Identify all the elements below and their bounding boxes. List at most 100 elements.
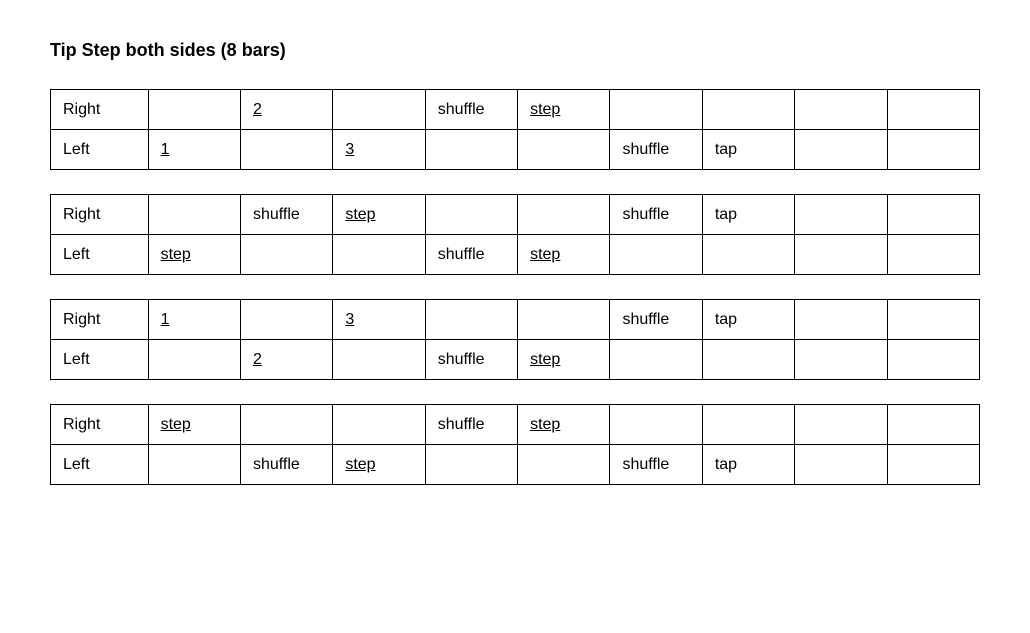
- table-row: Right step shuffle step: [51, 405, 980, 445]
- row-label: Left: [51, 130, 149, 170]
- step-cell: tap: [702, 195, 794, 235]
- row-label: Right: [51, 300, 149, 340]
- page-title: Tip Step both sides (8 bars): [50, 40, 980, 61]
- step-cell: [887, 300, 979, 340]
- step-cell: step: [148, 405, 240, 445]
- step-cell: [702, 90, 794, 130]
- step-cell: 2: [240, 340, 332, 380]
- dance-table: Right13shuffletapLeft2shufflestep: [50, 299, 980, 380]
- step-cell: [610, 340, 702, 380]
- step-cell: shuffle: [240, 445, 332, 485]
- step-cell: step: [518, 340, 610, 380]
- step-cell: [702, 405, 794, 445]
- step-cell: [425, 445, 517, 485]
- step-cell: shuffle: [240, 195, 332, 235]
- step-cell: 1: [148, 130, 240, 170]
- step-cell: [333, 340, 425, 380]
- step-cell: [887, 405, 979, 445]
- table-row: Leftstepshufflestep: [51, 235, 980, 275]
- row-label: Right: [51, 195, 149, 235]
- step-cell: [333, 90, 425, 130]
- step-cell: [425, 130, 517, 170]
- underlined-step: 3: [345, 311, 354, 328]
- step-cell: [518, 130, 610, 170]
- step-cell: shuffle: [425, 405, 517, 445]
- underlined-step: step: [530, 246, 560, 263]
- step-cell: shuffle: [425, 235, 517, 275]
- step-cell: [148, 340, 240, 380]
- step-cell: [148, 90, 240, 130]
- underlined-step: 2: [253, 351, 262, 368]
- step-cell: [240, 235, 332, 275]
- step-cell: shuffle: [610, 445, 702, 485]
- step-cell: [795, 300, 887, 340]
- step-cell: [610, 405, 702, 445]
- table-row: Leftshufflestepshuffletap: [51, 445, 980, 485]
- step-cell: step: [518, 405, 610, 445]
- step-cell: step: [148, 235, 240, 275]
- step-cell: step: [518, 235, 610, 275]
- step-cell: [333, 405, 425, 445]
- step-cell: [887, 235, 979, 275]
- row-label: Right: [51, 405, 149, 445]
- step-cell: shuffle: [610, 130, 702, 170]
- step-cell: [518, 300, 610, 340]
- step-cell: [887, 340, 979, 380]
- step-cell: shuffle: [610, 300, 702, 340]
- step-cell: [240, 300, 332, 340]
- dance-table: Right2shufflestepLeft13shuffletap: [50, 89, 980, 170]
- step-cell: [425, 195, 517, 235]
- step-cell: [425, 300, 517, 340]
- step-cell: step: [333, 195, 425, 235]
- step-cell: [518, 445, 610, 485]
- step-cell: [887, 195, 979, 235]
- row-label: Left: [51, 445, 149, 485]
- step-cell: [887, 90, 979, 130]
- row-label: Left: [51, 235, 149, 275]
- step-cell: 1: [148, 300, 240, 340]
- step-cell: shuffle: [425, 340, 517, 380]
- step-cell: [795, 90, 887, 130]
- step-cell: [240, 405, 332, 445]
- step-cell: [887, 130, 979, 170]
- step-cell: [240, 130, 332, 170]
- step-cell: shuffle: [610, 195, 702, 235]
- step-cell: shuffle: [425, 90, 517, 130]
- step-cell: [795, 195, 887, 235]
- underlined-step: step: [530, 416, 560, 433]
- underlined-step: step: [161, 416, 191, 433]
- step-cell: tap: [702, 130, 794, 170]
- tables-container: Right2shufflestepLeft13shuffletapRightsh…: [50, 89, 980, 485]
- step-cell: tap: [702, 300, 794, 340]
- underlined-step: step: [530, 351, 560, 368]
- step-cell: [795, 340, 887, 380]
- step-cell: [795, 130, 887, 170]
- step-cell: [518, 195, 610, 235]
- row-label: Left: [51, 340, 149, 380]
- table-row: Left 2 shuffle step: [51, 340, 980, 380]
- table-row: Right 2 shuffle step: [51, 90, 980, 130]
- step-cell: [333, 235, 425, 275]
- table-row: Rightshufflestepshuffletap: [51, 195, 980, 235]
- underlined-step: 1: [161, 311, 170, 328]
- row-label: Right: [51, 90, 149, 130]
- step-cell: [795, 445, 887, 485]
- underlined-step: 1: [161, 141, 170, 158]
- step-cell: step: [333, 445, 425, 485]
- underlined-step: 2: [253, 101, 262, 118]
- step-cell: [702, 340, 794, 380]
- underlined-step: step: [530, 101, 560, 118]
- dance-table: RightshufflestepshuffletapLeftstepshuffl…: [50, 194, 980, 275]
- step-cell: [148, 445, 240, 485]
- dance-table: RightstepshufflestepLeftshufflestepshuff…: [50, 404, 980, 485]
- step-cell: [610, 235, 702, 275]
- step-cell: [148, 195, 240, 235]
- underlined-step: 3: [345, 141, 354, 158]
- underlined-step: step: [345, 206, 375, 223]
- step-cell: step: [518, 90, 610, 130]
- step-cell: 3: [333, 130, 425, 170]
- step-cell: 3: [333, 300, 425, 340]
- step-cell: [795, 405, 887, 445]
- table-row: Left 1 3 shuffletap: [51, 130, 980, 170]
- step-cell: [795, 235, 887, 275]
